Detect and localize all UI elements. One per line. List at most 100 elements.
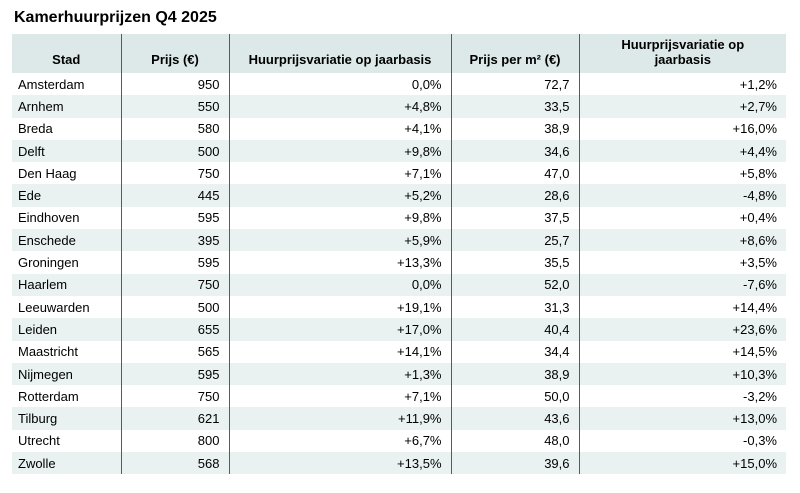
table-row: Amsterdam 950 0,0% 72,7 +1,2% (12, 73, 786, 96)
column-header-label: Prijs (€) (151, 52, 199, 67)
prijs-cell: 655 (121, 318, 230, 341)
stad-cell: Breda (12, 117, 122, 140)
prijs-m2-cell: 25,7 (451, 229, 580, 252)
prijs-cell: 750 (121, 385, 230, 408)
variatie-jaar-m2-cell: +15,0% (579, 452, 786, 475)
prijs-m2-cell: 34,6 (451, 139, 580, 163)
variatie-jaar-cell: +17,0% (229, 318, 452, 341)
variatie-jaar-cell: +7,1% (229, 162, 452, 185)
variatie-jaar-m2-cell: +14,4% (732, 299, 777, 315)
stad-cell: Groningen (12, 251, 122, 274)
table-row: Arnhem 550 +4,8% 33,5 +2,7% (12, 95, 786, 118)
prijs-cell: 750 (121, 273, 230, 296)
prijs-cell: 595 (121, 251, 230, 274)
column-header-variatie-jaar: Huurprijsvariatie op jaarbasis (229, 34, 452, 73)
prijs-m2-cell: 37,5 (451, 206, 580, 230)
variatie-jaar-cell: 0,0% (229, 273, 452, 296)
variatie-jaar-m2-cell: +23,6% (579, 318, 786, 341)
stad-cell: Rotterdam (12, 385, 122, 408)
prijs-cell: 750 (121, 162, 230, 185)
table-header-row: Stad Prijs (€) Huurprijsvariatie op jaar… (12, 34, 786, 73)
variatie-jaar-cell: +6,7% (229, 429, 452, 453)
prijs-cell: 565 (121, 340, 230, 363)
variatie-jaar-cell: +13,5% (229, 452, 452, 475)
prijs-cell: 568 (121, 452, 230, 475)
variatie-jaar-cell: +4,8% (229, 95, 452, 118)
prijs-m2-cell: 35,5 (451, 251, 580, 274)
prijs-cell: 595 (121, 362, 230, 386)
variatie-jaar-m2-cell: +14,5% (732, 344, 777, 360)
column-header-label: Huurprijsvariatie op jaarbasis (621, 37, 745, 67)
column-header-label: Stad (52, 52, 81, 67)
prijs-m2-cell: 28,6 (451, 184, 580, 207)
stad-cell: Maastricht (12, 340, 122, 363)
table-row: Nijmegen 595 +1,3% 38,9 +10,3% (12, 362, 786, 386)
variatie-jaar-m2-cell: -0,3% (743, 433, 777, 449)
stad-cell: Arnhem (12, 95, 122, 118)
column-header-stad: Stad (12, 34, 122, 73)
variatie-jaar-m2-cell: +0,4% (739, 210, 777, 226)
table-row: Utrecht 800 +6,7% 48,0 -0,3% (12, 429, 786, 453)
variatie-jaar-cell: 0,0% (229, 73, 452, 96)
prijs-m2-cell: 47,0 (451, 162, 580, 185)
stad-cell: Utrecht (12, 429, 122, 453)
prijs-cell: 500 (121, 139, 230, 163)
stad-cell: Leiden (12, 318, 122, 341)
table-row: Zwolle 568 +13,5% 39,6 +15,0% (12, 452, 786, 475)
prijs-m2-cell: 34,4 (451, 340, 580, 363)
variatie-jaar-m2-cell: +5,8% (739, 165, 777, 181)
prijs-m2-cell: 72,7 (451, 73, 580, 96)
variatie-jaar-m2-cell: -7,6% (579, 273, 786, 296)
stad-cell: Den Haag (12, 162, 122, 185)
prijs-cell: 621 (121, 407, 230, 430)
prijs-cell: 580 (121, 117, 230, 140)
prijs-m2-cell: 38,9 (451, 362, 580, 386)
prijs-cell: 500 (121, 295, 230, 319)
variatie-jaar-m2-cell: +1,2% (739, 76, 777, 92)
variatie-jaar-m2-cell: -4,8% (579, 184, 786, 207)
prijs-m2-cell: 38,9 (451, 117, 580, 140)
table-body: Amsterdam 950 0,0% 72,7 +1,2% Arnhem 550 +4,8% 3… (12, 73, 786, 475)
stad-cell: Ede (12, 184, 122, 207)
variatie-jaar-cell: +13,3% (229, 251, 452, 274)
prijs-cell: 395 (121, 229, 230, 252)
variatie-jaar-m2-cell: +2,7% (579, 95, 786, 118)
table-row: Haarlem 750 0,0% 52,0 -7,6% (12, 273, 786, 296)
variatie-jaar-m2-cell: -3,2% (743, 388, 777, 404)
table-row: Leeuwarden 500 +19,1% 31,3 +14,4% (12, 295, 786, 319)
table-row: Eindhoven 595 +9,8% 37,5 +0,4% (12, 206, 786, 230)
prijs-m2-cell: 40,4 (451, 318, 580, 341)
stad-cell: Amsterdam (12, 73, 122, 96)
table-row: Tilburg 621 +11,9% 43,6 +13,0% (12, 407, 786, 430)
variatie-jaar-cell: +5,2% (229, 184, 452, 207)
variatie-jaar-m2-cell: +4,4% (579, 139, 786, 163)
prijs-cell: 445 (121, 184, 230, 207)
variatie-jaar-m2-cell: +8,6% (579, 229, 786, 252)
column-header-prijs-m2: Prijs per m² (€) (451, 34, 580, 73)
variatie-jaar-cell: +5,9% (229, 229, 452, 252)
variatie-jaar-cell: +11,9% (229, 407, 452, 430)
prijs-cell: 595 (121, 206, 230, 230)
variatie-jaar-m2-cell: +13,0% (579, 407, 786, 430)
column-header-label: Huurprijsvariatie op jaarbasis (248, 52, 432, 67)
page: Kamerhuurprijzen Q4 2025 Stad Prijs (€) … (12, 9, 786, 475)
table-row: Ede 445 +5,2% 28,6 -4,8% (12, 184, 786, 207)
variatie-jaar-m2-cell: +3,5% (739, 255, 777, 271)
stad-cell: Tilburg (12, 407, 122, 430)
table-row: Enschede 395 +5,9% 25,7 +8,6% (12, 229, 786, 252)
column-header-prijs: Prijs (€) (121, 34, 230, 73)
prijs-cell: 950 (121, 73, 230, 96)
table-row: Rotterdam 750 +7,1% 50,0 -3,2% (12, 385, 786, 408)
prijs-cell: 800 (121, 429, 230, 453)
column-header-label: Prijs per m² (€) (469, 52, 561, 67)
variatie-jaar-cell: +14,1% (229, 340, 452, 363)
stad-cell: Delft (12, 139, 122, 163)
prijs-m2-cell: 39,6 (451, 452, 580, 475)
variatie-jaar-m2-cell: +16,0% (732, 121, 777, 137)
stad-cell: Haarlem (12, 273, 122, 296)
variatie-jaar-cell: +4,1% (229, 117, 452, 140)
prijs-m2-cell: 48,0 (451, 429, 580, 453)
rent-prices-table: Stad Prijs (€) Huurprijsvariatie op jaar… (12, 34, 786, 475)
variatie-jaar-cell: +1,3% (229, 362, 452, 386)
prijs-m2-cell: 43,6 (451, 407, 580, 430)
